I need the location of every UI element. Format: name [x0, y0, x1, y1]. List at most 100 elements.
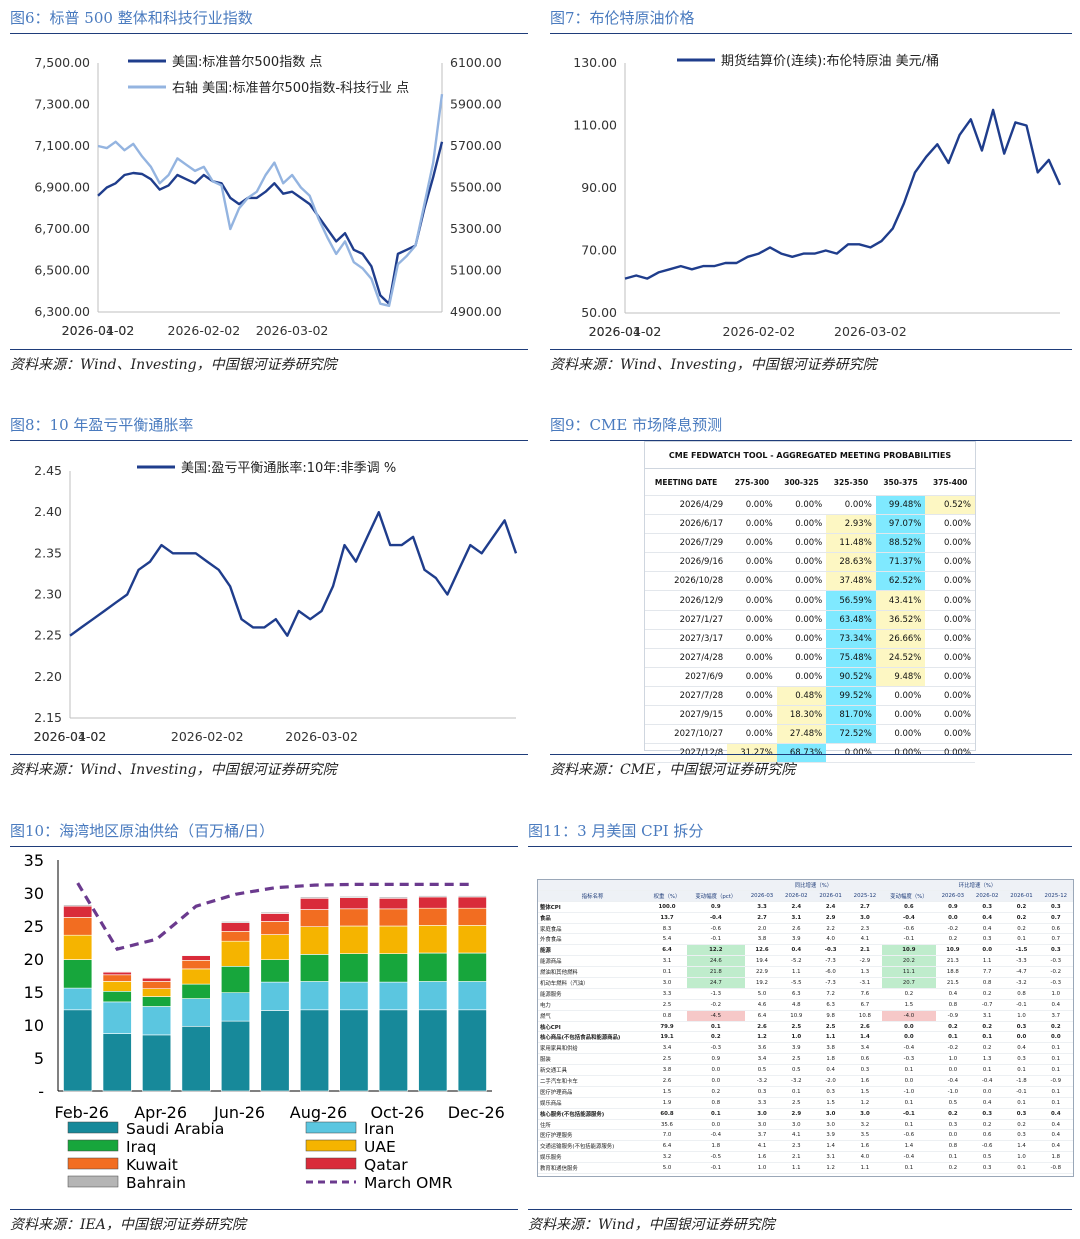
- cpi-value: 0.8: [647, 1010, 687, 1022]
- cpi-value: -0.4: [686, 1129, 745, 1142]
- cpi-value: -3.1: [847, 977, 883, 989]
- cpi-value: 0.4: [1038, 1129, 1073, 1142]
- cpi-value: -1.3: [686, 988, 745, 1000]
- cpi-value: 0.1: [686, 1021, 745, 1033]
- cpi-value: 0.2: [882, 988, 936, 1000]
- cpi-value: 7.2: [813, 988, 848, 1000]
- cme-header: 300-325: [776, 468, 827, 496]
- legend-swatch: [67, 1139, 119, 1152]
- cpi-value: 21.3: [935, 955, 971, 968]
- x-tick-label: 2026-03-02: [285, 729, 358, 744]
- fig8-source: 资料来源：Wind、Investing，中国银河证券研究院: [10, 762, 337, 778]
- cpi-value: 1.4: [847, 1031, 883, 1044]
- cpi-value: 3.0: [779, 1119, 814, 1131]
- bar-segment-uae: [102, 981, 132, 992]
- cpi-value: 20.2: [882, 955, 936, 968]
- cpi-value: 0.1: [882, 1097, 936, 1109]
- probability-cell: 0.00%: [727, 590, 777, 611]
- probability-cell: 28.63%: [826, 552, 876, 573]
- table-row: 能源 6.4 12.2 12.6 0.4 -0.3 2.1 10.9 10.9 0.0 -1.5 0.…: [538, 944, 1073, 957]
- cpi-value: 1.3: [970, 1053, 1005, 1066]
- cpi-header: 2026-03: [935, 890, 971, 902]
- cpi-value: 3.0: [813, 1119, 848, 1131]
- cpi-value: 0.3: [1004, 1053, 1039, 1066]
- y-tick-label: 2.30: [34, 587, 62, 602]
- cpi-value: 1.0: [744, 1162, 780, 1175]
- probability-cell: 0.00%: [727, 705, 777, 726]
- probability-cell: 0.00%: [727, 667, 777, 687]
- cpi-value: 20.7: [882, 977, 936, 989]
- probability-cell: 63.48%: [826, 610, 876, 630]
- table-row: 家庭食品 8.3 -0.6 2.0 2.6 2.2 2.3 -0.6 -0.2 0.4 0.2 0.6: [538, 923, 1073, 935]
- cpi-value: 10.9: [935, 944, 971, 957]
- cpi-value: 0.8: [686, 1097, 745, 1109]
- cpi-value: 0.3: [1004, 1129, 1039, 1142]
- x-tick-label: 2026-02-02: [723, 324, 796, 339]
- meeting-date: 2026/4/29: [645, 495, 728, 516]
- cpi-value: 0.1: [1038, 1097, 1073, 1109]
- bar-segment-iran: [102, 1001, 132, 1034]
- y-tick-label: 50.00: [581, 305, 617, 320]
- cpi-value: 2.5: [647, 1053, 687, 1066]
- bar-segment-qatar: [102, 971, 132, 976]
- cpi-value: 10.9: [779, 1010, 814, 1022]
- cpi-value: 6.3: [813, 999, 848, 1011]
- bar-segment-uae: [63, 934, 93, 960]
- meeting-date: 2027/4/28: [645, 648, 728, 668]
- table-row: 2026/7/29 0.00% 0.00% 11.48% 88.52% 0.00%: [645, 533, 975, 554]
- y-tick-label: 2.25: [34, 628, 62, 643]
- yoy-group-header: 同比增速（%）: [744, 880, 883, 891]
- cpi-value: 0.3: [1004, 1021, 1039, 1033]
- bar-segment-kuwait: [260, 921, 290, 935]
- bar-segment-bahrain: [63, 904, 93, 907]
- cpi-value: 6.3: [779, 988, 814, 1000]
- y2-tick-label: 6100.00: [450, 55, 502, 70]
- probability-cell: 9.48%: [875, 667, 926, 687]
- probability-cell: 0.00%: [925, 648, 975, 668]
- cpi-item-name: 食品: [538, 912, 648, 924]
- bar-segment-iraq: [418, 952, 448, 982]
- table-row: 医疗护理服务 7.0 -0.4 3.7 4.1 3.9 3.5 -0.6 0.0 0.6 0.3 0.…: [538, 1129, 1073, 1142]
- probability-cell: 0.00%: [925, 667, 975, 687]
- meeting-date: 2026/7/29: [645, 533, 728, 554]
- cpi-value: 79.9: [647, 1021, 687, 1033]
- y-tick-label: 20: [24, 950, 44, 969]
- cpi-value: 1.1: [847, 1162, 883, 1175]
- cpi-item-name: 燃油和其他燃料: [538, 966, 648, 979]
- cpi-value: -7.3: [813, 977, 848, 989]
- cpi-item-name: 娱乐服务: [538, 1151, 648, 1164]
- cpi-value: 0.5: [779, 1064, 814, 1077]
- cpi-value: 6.4: [647, 1140, 687, 1153]
- cpi-value: 4.0: [847, 1151, 883, 1164]
- table-row: 2027/10/27 0.00% 27.48% 72.52% 0.00% 0.00%: [645, 724, 975, 745]
- cpi-value: 3.1: [970, 1010, 1005, 1022]
- table-row: 核心服务(不包括能源服务) 60.8 0.1 3.0 2.9 3.0 3.0 -0.1 0.2 0…: [538, 1108, 1073, 1120]
- cpi-value: 0.2: [935, 1021, 971, 1033]
- y-tick-label: 7,500.00: [34, 55, 90, 70]
- bar-segment-uae: [221, 940, 251, 967]
- bar-segment-kuwait: [339, 908, 369, 927]
- table-row: 二手汽车和卡车 2.6 0.0 -3.2 -3.2 -2.0 1.6 0.0 -0.4 -0.4-…: [538, 1075, 1073, 1087]
- cpi-header: 变动幅度（%）: [882, 890, 936, 902]
- table-row: 2026/10/28 0.00% 0.00% 37.48% 62.52% 0.00%: [645, 571, 975, 592]
- bar-segment-kuwait: [418, 907, 448, 926]
- bar-segment-iran: [142, 1006, 172, 1036]
- probability-cell: 73.34%: [826, 629, 876, 649]
- x-tick-label: Apr-26: [134, 1103, 187, 1122]
- cpi-value: 1.5: [882, 999, 936, 1011]
- fig6-title: 图6：标普 500 整体和科技行业指数: [10, 9, 253, 27]
- fig6-chart: 6,300.00 6,500.00 6,700.00 6,900.00 7,100.00…: [34, 55, 502, 338]
- cpi-value: 18.8: [935, 966, 971, 979]
- cpi-value: 0.0: [935, 1064, 971, 1077]
- y2-tick-label: 5300.00: [450, 221, 502, 236]
- probability-cell: 31.27%: [727, 743, 777, 764]
- cpi-value: 3.1: [647, 955, 687, 968]
- cpi-value: 3.5: [847, 1129, 883, 1142]
- bar-segment-iran: [181, 998, 211, 1027]
- cpi-header: 2026-03: [744, 890, 780, 902]
- series-line-0: [624, 108, 1062, 280]
- bar-segment-bahrain: [142, 977, 172, 979]
- cpi-header: 2025-12: [1038, 890, 1073, 902]
- y2-tick-label: 5100.00: [450, 263, 502, 278]
- cpi-value: 0.8: [970, 977, 1005, 989]
